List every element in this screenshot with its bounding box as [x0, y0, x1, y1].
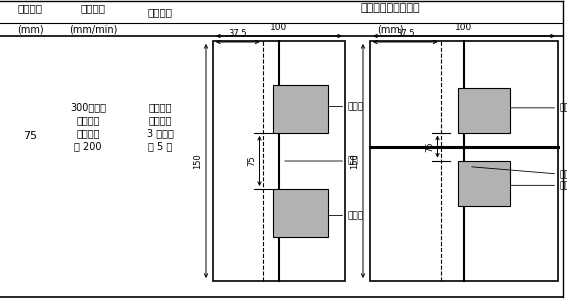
Text: 75: 75 [23, 131, 37, 141]
Text: 150: 150 [350, 153, 359, 169]
Text: (mm/min): (mm/min) [69, 25, 117, 35]
Text: 75: 75 [425, 141, 434, 152]
Bar [370, 41, 558, 281]
Text: 试样规格和夹持方法: 试样规格和夹持方法 [360, 3, 420, 13]
Text: 100: 100 [270, 24, 287, 33]
Text: 100: 100 [455, 24, 473, 33]
Text: 接缝: 接缝 [472, 167, 567, 179]
Text: 150: 150 [193, 153, 202, 169]
Text: 37.5: 37.5 [396, 30, 414, 39]
Text: 制 5 块: 制 5 块 [148, 141, 172, 151]
Bar [458, 161, 510, 206]
Bar [213, 41, 345, 281]
Text: 从产品上: 从产品上 [148, 102, 172, 112]
Text: 隔距尺寸: 隔距尺寸 [18, 3, 43, 13]
Text: 37.5: 37.5 [229, 30, 247, 39]
Text: 75: 75 [247, 156, 256, 166]
Text: 下铁钳: 下铁钳 [511, 181, 567, 190]
Text: 用 200: 用 200 [74, 141, 101, 151]
Text: 上铁钳: 上铁钳 [511, 103, 567, 112]
Bar [273, 85, 328, 133]
Text: (mm): (mm) [16, 25, 43, 35]
Text: 300，协商: 300，协商 [70, 102, 106, 112]
Text: 下铁钳: 下铁钳 [329, 211, 364, 220]
Text: 接缝: 接缝 [285, 156, 359, 166]
Text: (mm): (mm) [376, 25, 403, 35]
Text: 试样数量: 试样数量 [147, 7, 172, 17]
Text: 同意的情: 同意的情 [76, 115, 100, 125]
Text: 况下可选: 况下可选 [76, 128, 100, 138]
Text: 直接剪取: 直接剪取 [148, 115, 172, 125]
Bar [458, 88, 510, 132]
Text: 拉伸速度: 拉伸速度 [81, 3, 105, 13]
Text: 上铁钳: 上铁钳 [329, 102, 364, 111]
Bar [273, 189, 328, 237]
Text: 3 块或缝: 3 块或缝 [146, 128, 174, 138]
